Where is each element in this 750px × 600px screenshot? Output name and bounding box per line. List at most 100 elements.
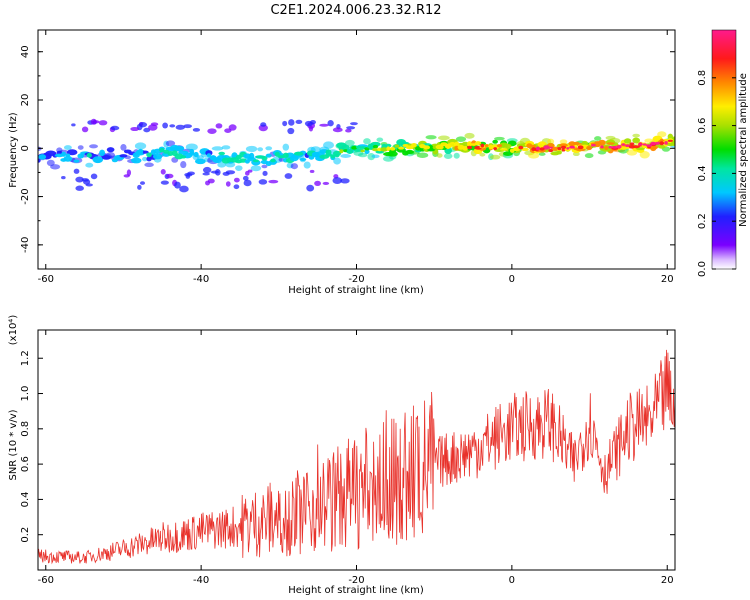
spectrogram-blob	[61, 175, 66, 180]
colorbar-label: Normalized spectral amplitude	[738, 73, 749, 227]
spectrogram-blob	[146, 152, 152, 158]
spectrogram-blob	[81, 126, 89, 133]
spectrogram-blob	[364, 149, 370, 155]
spectrogram-blob	[243, 179, 252, 187]
spectrogram-blob	[183, 124, 192, 129]
spectrogram-blob	[290, 163, 299, 170]
spectrogram-blob	[309, 169, 315, 174]
spectrogram-blob	[470, 143, 478, 146]
spectrogram-blob	[138, 122, 148, 128]
spectrogram-blob	[655, 141, 660, 145]
spectrogram-blob	[659, 141, 665, 146]
spectrogram-blob	[192, 127, 201, 132]
spectrogram-blob	[528, 152, 540, 159]
spectrogram-blob	[425, 135, 437, 140]
spectrogram-blob	[548, 146, 554, 149]
spectrogram-blob	[325, 149, 332, 156]
spectrogram-y-tick-label: 20	[20, 94, 31, 107]
spectrogram-blob	[611, 146, 618, 149]
snr-x-tick-label: 0	[509, 575, 515, 586]
spectrogram-blob	[233, 177, 240, 183]
spectrogram-blob	[332, 150, 342, 156]
spectrogram-blob	[228, 124, 237, 131]
spectrogram-blob	[207, 128, 217, 134]
spectrogram-blob	[77, 145, 84, 150]
spectrogram-blob	[372, 144, 379, 149]
spectrogram-blob	[386, 146, 391, 152]
spectrogram-blob	[81, 178, 89, 182]
spectrogram-blob	[303, 161, 311, 169]
spectrogram-blob	[92, 156, 104, 164]
spectrogram-blob	[85, 162, 94, 168]
spectrogram-blob	[333, 157, 341, 165]
spectrogram-blob	[606, 142, 615, 145]
snr-x-ticks: -60 -40 -20 0 20	[38, 330, 674, 586]
spectrogram-blob	[221, 145, 231, 150]
spectrogram-x-tick-label: -40	[193, 274, 209, 285]
spectrogram-blob	[234, 159, 243, 164]
spectrogram-blob	[142, 156, 148, 162]
spectrogram-blob	[252, 159, 260, 163]
spectrogram-blob	[235, 165, 243, 172]
spectrogram-blob	[306, 184, 315, 192]
spectrogram-blob	[538, 152, 546, 156]
spectrogram-blob	[71, 123, 76, 127]
snr-x-tick-label: 20	[661, 575, 674, 586]
spectrogram-blob	[509, 148, 515, 153]
spectrogram-blob	[632, 133, 640, 138]
spectrogram-blob	[179, 185, 189, 193]
spectrogram-blob	[137, 184, 142, 190]
spectrogram-blob	[586, 145, 593, 151]
spectrogram-blob	[543, 145, 550, 150]
spectrogram-blob	[577, 145, 584, 150]
spectrogram-blob	[464, 132, 475, 139]
spectrogram-blob	[89, 144, 98, 149]
spectrogram-blob	[667, 133, 674, 140]
spectrogram-blob	[174, 181, 181, 189]
spectrogram-blob	[250, 165, 262, 172]
spectrogram-blob	[493, 147, 498, 150]
colorbar-tick-label: 0.2	[697, 213, 708, 229]
spectrogram-blob	[435, 144, 444, 150]
spectrogram-panel: -60 -40 -20 0 20 -40 -20 0 20 40 Height of strai…	[8, 29, 676, 296]
spectrogram-blob	[670, 141, 675, 147]
spectrogram-x-tick-label: 0	[509, 274, 515, 285]
spectrogram-blob	[143, 127, 151, 133]
spectrogram-blob	[180, 155, 187, 159]
spectrogram-blob	[547, 138, 555, 145]
spectrogram-blob	[557, 146, 562, 151]
spectrogram-blob	[106, 147, 115, 153]
colorbar-gradient	[711, 29, 737, 270]
spectrogram-blob	[389, 147, 396, 151]
spectrogram-blob	[363, 138, 371, 145]
spectrogram-blob	[217, 161, 227, 168]
snr-y-tick-label: 1.2	[20, 350, 31, 366]
spectrogram-blob	[152, 153, 163, 160]
spectrogram-blob	[462, 145, 468, 151]
spectrogram-blob	[38, 146, 42, 151]
spectrogram-blob	[194, 158, 206, 165]
spectrogram-blob	[504, 143, 512, 149]
spectrogram-blob	[332, 127, 343, 133]
colorbar-tick-label: 0.0	[697, 261, 708, 277]
spectrogram-x-tick-label: -60	[38, 274, 54, 285]
spectrogram-blob	[560, 145, 567, 149]
spectrogram-blob	[566, 147, 570, 150]
spectrogram-blob	[193, 151, 199, 158]
spectrogram-blob	[287, 127, 295, 135]
colorbar-tick-label: 0.8	[697, 70, 708, 86]
spectrogram-blob	[175, 124, 185, 130]
spectrogram-blob	[293, 151, 304, 156]
spectrogram-blob	[657, 131, 667, 138]
spectrogram-blob	[165, 140, 176, 147]
figure-title: C2E1.2024.006.23.32.R12	[270, 3, 441, 18]
spectrogram-blob	[131, 157, 142, 164]
spectrogram-blob	[290, 155, 299, 162]
spectrogram-blob	[215, 123, 223, 129]
spectrogram-blob	[380, 147, 388, 152]
snr-series-line	[38, 349, 675, 565]
spectrogram-blob	[398, 146, 405, 150]
spectrogram-blob	[559, 143, 568, 148]
spectrogram-blob	[322, 181, 330, 185]
spectrogram-blob	[90, 118, 97, 125]
